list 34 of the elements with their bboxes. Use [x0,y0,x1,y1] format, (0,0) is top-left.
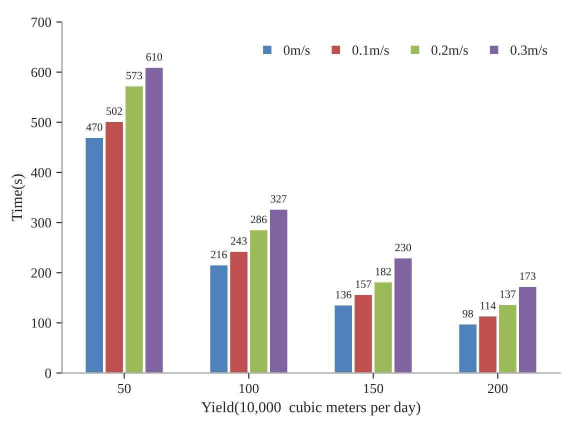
data-label: 114 [480,302,496,310]
y-tick-label: 300 [31,218,52,228]
y-tick-label: 700 [32,18,52,27]
x-tick-label: 50 [118,384,131,394]
data-label: 230 [395,244,412,252]
x-tick-label: 100 [240,384,259,394]
legend-label: 0.3m/s [510,46,547,55]
y-tick-label: 400 [31,168,52,178]
data-label: 216 [211,250,227,258]
data-label: 286 [250,216,267,224]
y-tick-label: 100 [32,318,52,328]
y-tick-label: 500 [32,118,52,128]
legend-label: 0.1m/s [352,46,389,55]
data-label: 327 [270,195,287,203]
data-label: 157 [356,280,372,288]
data-label: 137 [500,290,516,298]
data-label: 182 [376,268,391,276]
y-axis-title: Time(s) [11,174,26,222]
x-tick-label: 200 [488,384,508,394]
legend-label: 0.2m/s [432,46,468,55]
y-tick-label: 0 [45,368,52,378]
legend-label: 0m/s [284,46,310,55]
data-label: 502 [106,107,122,115]
data-label: 243 [230,237,247,245]
data-label: 136 [336,290,352,298]
x-axis-title: Yield(10,000 cubic meters per day) [201,402,420,416]
data-label: 470 [86,123,102,131]
data-label: 610 [146,53,162,61]
data-label: 98 [462,310,473,318]
x-tick-label: 150 [364,384,384,394]
data-label: 573 [126,72,142,80]
y-tick-label: 600 [31,68,52,78]
data-label: 173 [520,272,536,280]
y-tick-label: 200 [31,268,52,278]
